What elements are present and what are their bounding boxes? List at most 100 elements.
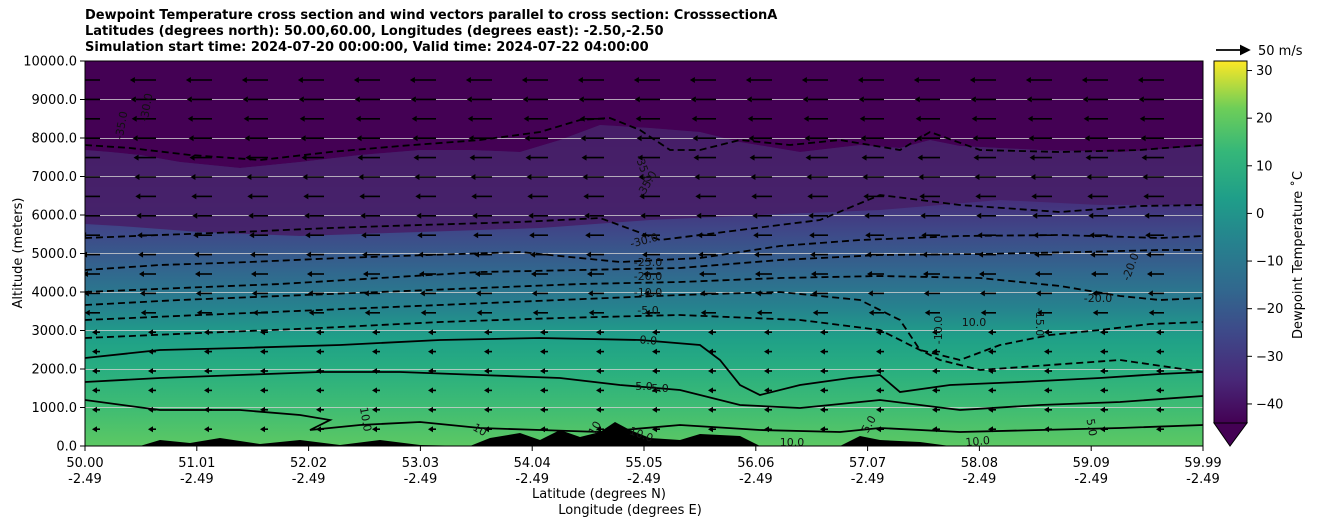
contour-label: -35.0 [113, 110, 131, 140]
contour-label: 10 [586, 419, 604, 438]
wind-arrowhead [354, 96, 360, 103]
contour-label: -25.0 [634, 256, 662, 269]
wind-arrowhead [411, 115, 417, 122]
wind-arrowhead [876, 426, 881, 433]
x-tick-label-lon: -2.49 [68, 472, 102, 487]
wind-arrowhead [859, 115, 865, 122]
y-tick-label: 10000.0 [23, 55, 77, 70]
wind-arrowhead [691, 115, 697, 122]
wind-arrowhead [195, 290, 201, 297]
wind-arrowhead [92, 426, 97, 433]
wind-arrowhead [638, 174, 644, 180]
wind-arrowhead [690, 96, 696, 103]
wind-arrowhead [1081, 77, 1087, 83]
y-tick-label: 9000.0 [32, 93, 78, 108]
contour-minus-10 [85, 291, 1203, 361]
wind-arrowhead [1044, 329, 1049, 336]
wind-arrowhead [708, 368, 713, 374]
wind-arrowhead [698, 251, 704, 258]
wind-arrowhead [316, 329, 321, 336]
wind-arrowhead [361, 232, 367, 239]
wind-arrowhead [969, 77, 975, 83]
wind-arrowhead [640, 212, 646, 219]
contour-label: -20.0 [1084, 292, 1112, 305]
wind-arrowhead [372, 368, 377, 374]
wind-arrowhead [1156, 348, 1161, 355]
wind-arrowhead [708, 348, 713, 355]
wind-arrowhead [186, 96, 192, 103]
wind-arrowhead [644, 309, 650, 316]
wind-arrowhead [698, 271, 704, 277]
wind-arrowhead [641, 232, 647, 239]
wind-arrowhead [474, 271, 480, 277]
wind-arrowhead [299, 115, 305, 122]
wind-arrowhead [245, 154, 251, 161]
wind-arrowhead [190, 174, 196, 180]
wind-arrowhead [92, 406, 97, 413]
wind-arrowhead [913, 77, 919, 83]
wind-arrowhead [1029, 154, 1035, 161]
colorbar-extend-triangle [1213, 422, 1248, 447]
x-tick-label-lon: -2.49 [404, 472, 438, 487]
wind-arrowhead [540, 406, 545, 413]
wind-arrowhead [1028, 135, 1034, 142]
x-tick-label-lon: -2.49 [515, 472, 549, 487]
wind-arrowhead [1100, 348, 1105, 355]
wind-arrowhead [708, 387, 713, 394]
wind-arrowhead [531, 290, 537, 297]
wind-arrowhead [1089, 232, 1095, 239]
wind-arrowhead [306, 271, 312, 277]
wind-arrowhead [357, 154, 363, 161]
y-tick-label: 5000.0 [32, 247, 78, 262]
wind-arrowhead [85, 290, 89, 297]
wind-arrowhead [532, 309, 538, 316]
contour-label: 0.0 [639, 333, 658, 347]
wind-arrowhead [636, 135, 642, 142]
wind-arrowhead [858, 96, 864, 103]
wind-arrowhead [1044, 406, 1049, 413]
wind-arrowhead [260, 329, 265, 336]
wind-arrowhead [596, 348, 601, 355]
wind-arrowhead [204, 368, 209, 374]
wind-arrowhead [473, 232, 479, 239]
wind-arrowhead [540, 348, 545, 355]
colorbar: 30 20 10 0 −10 −20 −30 −40 Dewpoint Temperature… [1213, 60, 1306, 447]
wind-arrowhead [921, 232, 927, 239]
wind-arrowhead [474, 251, 480, 258]
wind-arrowhead [756, 309, 762, 316]
wind-arrowhead [356, 135, 362, 142]
wind-arrowhead [148, 348, 153, 355]
wind-arrowhead [470, 174, 476, 180]
wind-arrowhead [652, 329, 657, 336]
x-tick-label-lat: 57.07 [849, 456, 886, 471]
wind-arrowhead [241, 77, 247, 83]
wind-arrowhead [1156, 329, 1161, 336]
wind-arrowhead [300, 135, 306, 142]
y-tick-label: 1000.0 [32, 401, 78, 416]
wind-key: 50 m/s [1216, 44, 1303, 59]
contour-five [85, 371, 1203, 411]
wind-arrowhead [244, 135, 250, 142]
wind-arrowhead [305, 232, 311, 239]
x-tick-label-lat: 52.02 [290, 456, 327, 471]
wind-arrowhead [1148, 309, 1154, 316]
wind-arrowhead [1156, 406, 1161, 413]
wind-arrowhead [988, 387, 993, 394]
wind-arrowhead [639, 193, 645, 200]
x-tick-label-lat: 55.05 [625, 456, 662, 471]
wind-arrowhead [297, 77, 303, 83]
colorbar-tick-label: 30 [1256, 64, 1273, 79]
wind-arrowhead [484, 387, 489, 394]
x-axis: 50.00-2.4951.01-2.4952.02-2.4953.03-2.49… [66, 446, 1222, 487]
colorbar-tick-label: −30 [1256, 350, 1283, 365]
wind-arrowhead [74, 77, 79, 83]
wind-arrowhead [596, 426, 601, 433]
wind-arrowhead [746, 96, 752, 103]
wind-arrowhead [917, 154, 923, 161]
wind-arrowhead [862, 174, 868, 180]
wind-arrowhead [242, 96, 248, 103]
wind-arrowhead [708, 406, 713, 413]
wind-arrowhead [863, 193, 869, 200]
wind-arrowhead [586, 251, 592, 258]
gridline-4000 [85, 292, 1203, 293]
